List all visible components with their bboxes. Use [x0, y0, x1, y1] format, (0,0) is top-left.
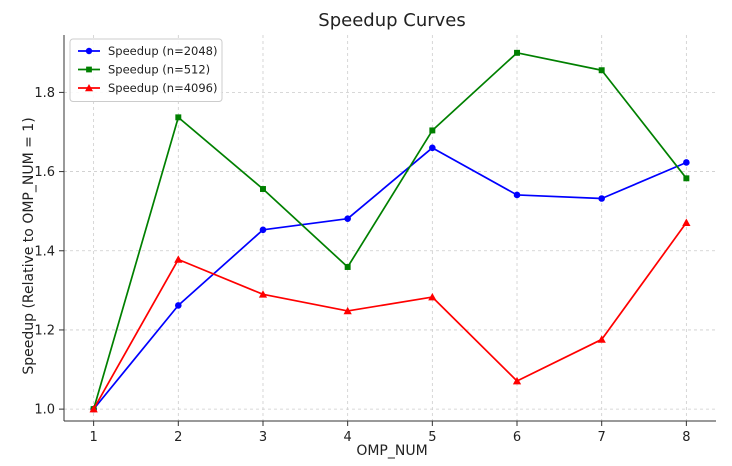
- y-tick-label: 1.8: [34, 86, 55, 101]
- data-point: [344, 264, 351, 270]
- series-layer: [89, 49, 691, 413]
- y-tick-label: 1.2: [34, 323, 55, 338]
- x-tick-label: 8: [682, 430, 690, 445]
- y-tick-label: 1.0: [34, 403, 55, 418]
- legend-marker: [86, 66, 92, 73]
- legend-item: Speedup (n=2048): [78, 44, 217, 58]
- data-point: [174, 255, 183, 263]
- data-point: [512, 376, 522, 385]
- legend-marker: [85, 47, 93, 55]
- data-point: [682, 218, 691, 226]
- x-tick-label: 7: [598, 430, 606, 445]
- x-tick-label: 2: [174, 430, 182, 445]
- legend-item: Speedup (n=512): [78, 63, 210, 77]
- data-point: [260, 186, 266, 192]
- x-axis-label: OMP_NUM: [356, 443, 427, 459]
- data-point: [514, 49, 520, 56]
- data-point: [429, 127, 436, 134]
- series-line: [92, 222, 688, 410]
- legend-label: Speedup (n=4096): [108, 81, 217, 95]
- series-0: [90, 144, 690, 413]
- y-tick-label: 1.4: [34, 244, 55, 259]
- series-line: [92, 51, 688, 410]
- data-point: [89, 404, 98, 413]
- legend-marker: [85, 84, 93, 92]
- data-point: [343, 306, 352, 315]
- chart-title: Speedup Curves: [318, 10, 465, 31]
- series-2: [89, 218, 691, 413]
- y-tick-label: 1.6: [34, 165, 55, 180]
- series-line: [92, 146, 687, 410]
- axes: 1 2 3 4 5 6 7 8 1.0 1.2 1.4 1.6 1.8: [34, 35, 716, 445]
- data-point: [683, 159, 690, 166]
- x-tick-label: 1: [89, 430, 97, 445]
- x-tick-label: 4: [344, 430, 352, 445]
- data-point: [258, 290, 268, 298]
- data-point: [175, 302, 182, 309]
- x-tick-label: 5: [428, 430, 436, 445]
- data-point: [513, 191, 521, 199]
- x-tick-label: 3: [259, 430, 267, 445]
- legend: Speedup (n=2048) Speedup (n=512) Speedup (…: [69, 38, 223, 102]
- data-point: [597, 335, 606, 343]
- legend-item: Speedup (n=4096): [78, 81, 217, 95]
- series-1: [90, 49, 690, 413]
- legend-box: [69, 38, 223, 102]
- data-point: [429, 144, 436, 152]
- legend-label: Speedup (n=2048): [108, 44, 217, 58]
- data-point: [344, 215, 351, 222]
- data-point: [428, 292, 437, 301]
- data-point: [598, 67, 605, 74]
- x-tick-label: 6: [513, 430, 521, 445]
- data-point: [683, 175, 690, 182]
- data-point: [175, 114, 182, 121]
- labels: Speedup Curves OMP_NUM Speedup (Relative…: [21, 10, 466, 459]
- y-axis-label: Speedup (Relative to OMP_NUM = 1): [21, 117, 37, 374]
- data-point: [259, 226, 267, 234]
- data-point: [598, 195, 605, 202]
- legend-label: Speedup (n=512): [108, 63, 210, 77]
